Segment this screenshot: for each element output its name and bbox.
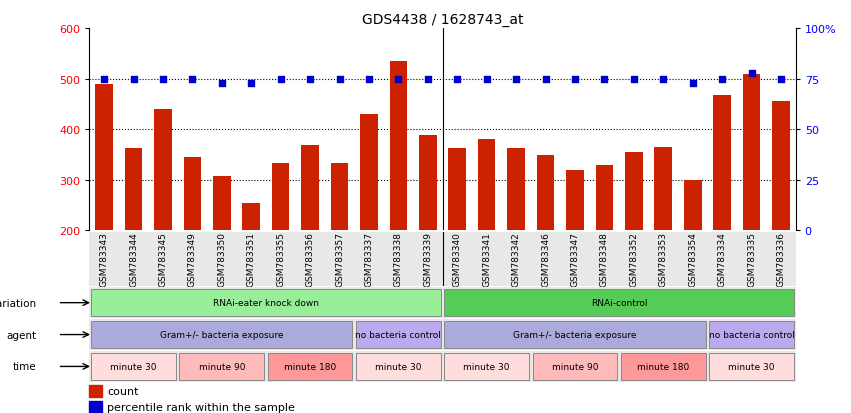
Text: minute 180: minute 180 [637,362,689,371]
Bar [684,180,701,231]
Point [186,76,199,83]
Bar [654,147,672,231]
Bar [213,177,231,231]
Text: minute 30: minute 30 [728,362,774,371]
FancyBboxPatch shape [91,353,176,380]
Text: minute 90: minute 90 [551,362,598,371]
Text: minute 30: minute 30 [464,362,510,371]
FancyBboxPatch shape [533,353,617,380]
FancyBboxPatch shape [444,321,705,348]
Bar [243,204,260,231]
Bar [477,140,495,231]
Point [686,80,700,87]
Bar [596,165,614,231]
FancyBboxPatch shape [356,353,441,380]
Bar [95,84,113,231]
Text: no bacteria control: no bacteria control [356,330,442,339]
Bar [89,401,102,413]
Point [745,70,758,77]
Bar [360,115,378,231]
FancyBboxPatch shape [91,321,352,348]
Bar [772,102,790,231]
Bar [713,95,731,231]
Point [127,76,140,83]
FancyBboxPatch shape [709,353,794,380]
Text: minute 180: minute 180 [284,362,336,371]
FancyBboxPatch shape [91,289,441,316]
Text: genotype/variation: genotype/variation [0,298,37,308]
Bar [89,386,102,397]
Point [274,76,288,83]
Bar [507,149,525,231]
Text: minute 30: minute 30 [111,362,157,371]
Text: no bacteria control: no bacteria control [709,330,795,339]
Text: minute 90: minute 90 [198,362,245,371]
Point [363,76,376,83]
Bar [154,110,172,231]
Bar [271,164,289,231]
Text: percentile rank within the sample: percentile rank within the sample [107,402,295,412]
Bar [390,62,407,231]
FancyBboxPatch shape [444,289,794,316]
Point [244,80,258,87]
FancyBboxPatch shape [356,321,441,348]
Point [480,76,494,83]
Point [597,76,611,83]
Bar [448,149,466,231]
Point [774,76,788,83]
Text: time: time [13,361,37,372]
FancyBboxPatch shape [621,353,705,380]
Bar [184,157,201,231]
Text: RNAi-eater knock down: RNAi-eater knock down [213,299,319,307]
Text: minute 30: minute 30 [375,362,421,371]
Bar [537,155,554,231]
Point [539,76,552,83]
Text: RNAi-control: RNAi-control [591,299,648,307]
Bar [419,136,437,231]
FancyBboxPatch shape [444,353,529,380]
FancyBboxPatch shape [268,353,352,380]
Bar [124,149,142,231]
Text: Gram+/- bacteria exposure: Gram+/- bacteria exposure [513,330,637,339]
Point [421,76,435,83]
Point [97,76,111,83]
Bar [566,170,584,231]
Title: GDS4438 / 1628743_at: GDS4438 / 1628743_at [362,12,523,26]
Text: Gram+/- bacteria exposure: Gram+/- bacteria exposure [160,330,283,339]
Point [215,80,229,87]
Bar [301,146,319,231]
Point [509,76,523,83]
Point [568,76,582,83]
Point [333,76,346,83]
Point [391,76,405,83]
Bar [625,153,643,231]
Point [656,76,670,83]
Bar [743,74,761,231]
Point [716,76,729,83]
FancyBboxPatch shape [709,321,794,348]
Point [627,76,641,83]
Bar [331,163,348,231]
Text: agent: agent [6,330,37,340]
Point [156,76,169,83]
Point [303,76,317,83]
FancyBboxPatch shape [180,353,264,380]
Point [450,76,464,83]
Text: count: count [107,386,139,396]
